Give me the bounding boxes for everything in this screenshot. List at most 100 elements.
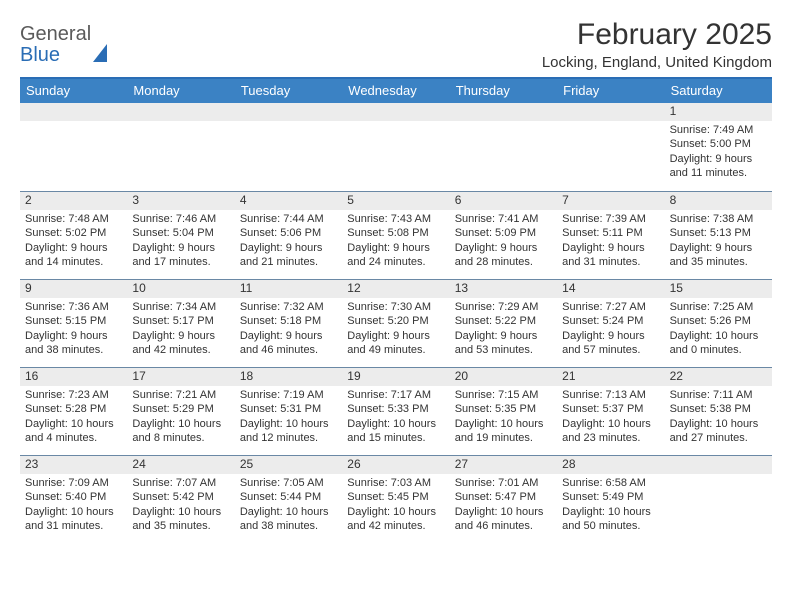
date-number: 24	[127, 456, 234, 474]
daylight-text-2: and 42 minutes.	[347, 519, 444, 533]
date-number	[665, 456, 772, 474]
calendar-cell: 23Sunrise: 7:09 AMSunset: 5:40 PMDayligh…	[20, 455, 127, 543]
cell-body: Sunrise: 7:44 AMSunset: 5:06 PMDaylight:…	[235, 210, 342, 273]
sunrise-text: Sunrise: 7:41 AM	[455, 212, 552, 226]
sunset-text: Sunset: 5:26 PM	[670, 314, 767, 328]
daylight-text-2: and 31 minutes.	[25, 519, 122, 533]
cell-body	[235, 121, 342, 175]
daylight-text-1: Daylight: 10 hours	[132, 505, 229, 519]
daylight-text-2: and 50 minutes.	[562, 519, 659, 533]
daylight-text-1: Daylight: 9 hours	[25, 241, 122, 255]
sunset-text: Sunset: 5:06 PM	[240, 226, 337, 240]
date-number: 13	[450, 280, 557, 298]
sunrise-text: Sunrise: 7:44 AM	[240, 212, 337, 226]
cell-body	[127, 121, 234, 175]
daylight-text-1: Daylight: 10 hours	[670, 329, 767, 343]
calendar-cell: 10Sunrise: 7:34 AMSunset: 5:17 PMDayligh…	[127, 279, 234, 367]
calendar-cell	[557, 103, 664, 191]
day-header-tuesday: Tuesday	[235, 79, 342, 103]
date-number	[450, 103, 557, 121]
date-number: 19	[342, 368, 449, 386]
date-number: 6	[450, 192, 557, 210]
calendar-cell	[20, 103, 127, 191]
calendar-cell: 15Sunrise: 7:25 AMSunset: 5:26 PMDayligh…	[665, 279, 772, 367]
date-number: 28	[557, 456, 664, 474]
sunset-text: Sunset: 5:09 PM	[455, 226, 552, 240]
sunset-text: Sunset: 5:22 PM	[455, 314, 552, 328]
calendar-cell: 11Sunrise: 7:32 AMSunset: 5:18 PMDayligh…	[235, 279, 342, 367]
sunset-text: Sunset: 5:37 PM	[562, 402, 659, 416]
sunset-text: Sunset: 5:02 PM	[25, 226, 122, 240]
calendar-cell: 18Sunrise: 7:19 AMSunset: 5:31 PMDayligh…	[235, 367, 342, 455]
date-number: 22	[665, 368, 772, 386]
logo: General Blue	[20, 18, 107, 66]
cell-body: Sunrise: 7:34 AMSunset: 5:17 PMDaylight:…	[127, 298, 234, 361]
daylight-text-1: Daylight: 10 hours	[670, 417, 767, 431]
cell-body	[20, 121, 127, 175]
daylight-text-1: Daylight: 10 hours	[562, 505, 659, 519]
cell-body: Sunrise: 7:17 AMSunset: 5:33 PMDaylight:…	[342, 386, 449, 449]
daylight-text-1: Daylight: 9 hours	[132, 241, 229, 255]
cell-body: Sunrise: 7:15 AMSunset: 5:35 PMDaylight:…	[450, 386, 557, 449]
daylight-text-1: Daylight: 9 hours	[562, 241, 659, 255]
sunset-text: Sunset: 5:17 PM	[132, 314, 229, 328]
cell-body: Sunrise: 6:58 AMSunset: 5:49 PMDaylight:…	[557, 474, 664, 537]
cell-body: Sunrise: 7:01 AMSunset: 5:47 PMDaylight:…	[450, 474, 557, 537]
sunset-text: Sunset: 5:40 PM	[25, 490, 122, 504]
day-header-thursday: Thursday	[450, 79, 557, 103]
cell-body	[450, 121, 557, 175]
sunrise-text: Sunrise: 7:48 AM	[25, 212, 122, 226]
cell-body: Sunrise: 7:39 AMSunset: 5:11 PMDaylight:…	[557, 210, 664, 273]
calendar-cell: 6Sunrise: 7:41 AMSunset: 5:09 PMDaylight…	[450, 191, 557, 279]
sunset-text: Sunset: 5:28 PM	[25, 402, 122, 416]
daylight-text-2: and 38 minutes.	[240, 519, 337, 533]
day-header-sunday: Sunday	[20, 79, 127, 103]
date-number	[342, 103, 449, 121]
date-number: 5	[342, 192, 449, 210]
daylight-text-1: Daylight: 10 hours	[347, 505, 444, 519]
date-number	[235, 103, 342, 121]
sunrise-text: Sunrise: 7:23 AM	[25, 388, 122, 402]
sunrise-text: Sunrise: 7:30 AM	[347, 300, 444, 314]
sunset-text: Sunset: 5:29 PM	[132, 402, 229, 416]
cell-body: Sunrise: 7:27 AMSunset: 5:24 PMDaylight:…	[557, 298, 664, 361]
date-number: 26	[342, 456, 449, 474]
sunset-text: Sunset: 5:04 PM	[132, 226, 229, 240]
sunrise-text: Sunrise: 7:13 AM	[562, 388, 659, 402]
calendar-cell: 26Sunrise: 7:03 AMSunset: 5:45 PMDayligh…	[342, 455, 449, 543]
date-number: 15	[665, 280, 772, 298]
cell-body: Sunrise: 7:23 AMSunset: 5:28 PMDaylight:…	[20, 386, 127, 449]
cell-body: Sunrise: 7:29 AMSunset: 5:22 PMDaylight:…	[450, 298, 557, 361]
calendar-cell: 9Sunrise: 7:36 AMSunset: 5:15 PMDaylight…	[20, 279, 127, 367]
calendar-cell: 17Sunrise: 7:21 AMSunset: 5:29 PMDayligh…	[127, 367, 234, 455]
daylight-text-1: Daylight: 9 hours	[670, 241, 767, 255]
title-block: February 2025 Locking, England, United K…	[542, 18, 772, 71]
date-number: 17	[127, 368, 234, 386]
calendar-grid: 1Sunrise: 7:49 AMSunset: 5:00 PMDaylight…	[20, 103, 772, 543]
daylight-text-1: Daylight: 10 hours	[240, 505, 337, 519]
sunset-text: Sunset: 5:24 PM	[562, 314, 659, 328]
cell-body: Sunrise: 7:19 AMSunset: 5:31 PMDaylight:…	[235, 386, 342, 449]
daylight-text-2: and 31 minutes.	[562, 255, 659, 269]
sunrise-text: Sunrise: 7:01 AM	[455, 476, 552, 490]
cell-body: Sunrise: 7:32 AMSunset: 5:18 PMDaylight:…	[235, 298, 342, 361]
cell-body: Sunrise: 7:11 AMSunset: 5:38 PMDaylight:…	[665, 386, 772, 449]
day-header-wednesday: Wednesday	[342, 79, 449, 103]
cell-body: Sunrise: 7:05 AMSunset: 5:44 PMDaylight:…	[235, 474, 342, 537]
calendar-cell: 20Sunrise: 7:15 AMSunset: 5:35 PMDayligh…	[450, 367, 557, 455]
day-header-row: Sunday Monday Tuesday Wednesday Thursday…	[20, 79, 772, 103]
daylight-text-2: and 35 minutes.	[132, 519, 229, 533]
date-number: 25	[235, 456, 342, 474]
daylight-text-2: and 11 minutes.	[670, 166, 767, 180]
cell-body	[557, 121, 664, 175]
location-text: Locking, England, United Kingdom	[542, 54, 772, 71]
date-number: 3	[127, 192, 234, 210]
date-number: 10	[127, 280, 234, 298]
daylight-text-2: and 23 minutes.	[562, 431, 659, 445]
cell-body: Sunrise: 7:21 AMSunset: 5:29 PMDaylight:…	[127, 386, 234, 449]
date-number: 4	[235, 192, 342, 210]
sunset-text: Sunset: 5:42 PM	[132, 490, 229, 504]
cell-body: Sunrise: 7:25 AMSunset: 5:26 PMDaylight:…	[665, 298, 772, 361]
daylight-text-2: and 21 minutes.	[240, 255, 337, 269]
daylight-text-1: Daylight: 9 hours	[132, 329, 229, 343]
